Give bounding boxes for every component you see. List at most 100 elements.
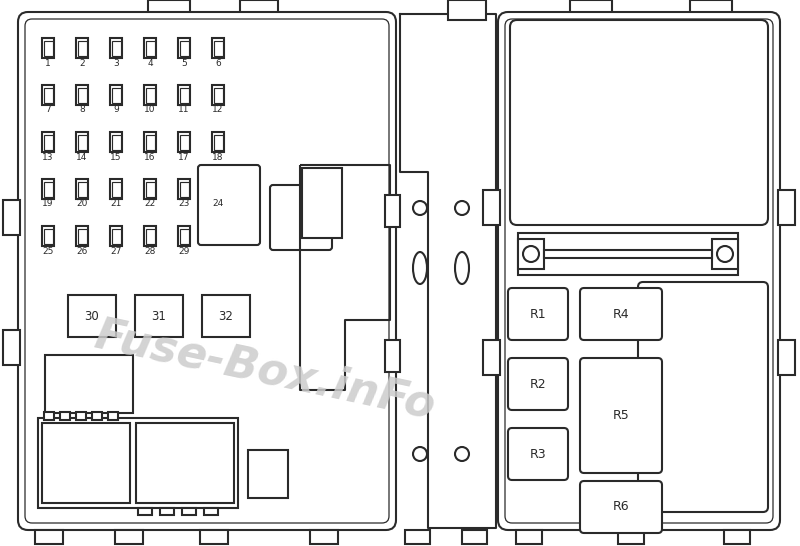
FancyBboxPatch shape (580, 288, 662, 340)
Bar (76, 179, 88, 199)
Bar (110, 226, 122, 246)
FancyBboxPatch shape (25, 19, 389, 523)
Bar (248, 450, 288, 498)
Bar (144, 38, 156, 58)
Bar (76, 412, 86, 420)
Bar (78, 181, 86, 197)
Bar (3, 330, 20, 365)
FancyBboxPatch shape (580, 481, 662, 533)
Bar (42, 226, 54, 246)
Text: R3: R3 (530, 448, 546, 460)
Bar (182, 508, 196, 515)
Bar (111, 134, 121, 150)
Bar (42, 132, 54, 152)
Text: 19: 19 (42, 199, 54, 209)
Text: 10: 10 (144, 105, 156, 115)
Bar (204, 508, 218, 515)
Bar (712, 239, 738, 269)
Bar (138, 508, 152, 515)
Bar (178, 226, 190, 246)
Bar (110, 85, 122, 105)
Bar (111, 181, 121, 197)
Text: 7: 7 (45, 105, 51, 115)
Bar (179, 40, 189, 56)
Bar (385, 340, 400, 372)
Text: 27: 27 (110, 246, 122, 256)
Bar (146, 181, 154, 197)
Circle shape (413, 201, 427, 215)
FancyBboxPatch shape (638, 282, 768, 512)
FancyBboxPatch shape (198, 165, 260, 245)
Bar (778, 190, 795, 225)
Bar (778, 340, 795, 375)
Bar (135, 295, 183, 337)
Circle shape (413, 447, 427, 461)
Bar (144, 226, 156, 246)
Text: 23: 23 (178, 199, 190, 209)
Text: 25: 25 (42, 246, 54, 256)
Text: R4: R4 (613, 307, 630, 321)
Text: 16: 16 (144, 152, 156, 162)
Bar (76, 38, 88, 58)
Text: 2: 2 (79, 58, 85, 68)
FancyBboxPatch shape (508, 358, 568, 410)
Bar (43, 40, 53, 56)
Bar (200, 530, 228, 544)
Bar (146, 134, 154, 150)
Bar (212, 85, 224, 105)
Text: 29: 29 (178, 246, 190, 256)
Bar (60, 412, 70, 420)
Bar (111, 87, 121, 103)
Text: 8: 8 (79, 105, 85, 115)
Bar (618, 530, 644, 544)
Bar (214, 87, 222, 103)
Bar (214, 40, 222, 56)
Bar (212, 179, 224, 199)
Text: 11: 11 (178, 105, 190, 115)
Text: 5: 5 (181, 58, 187, 68)
Bar (302, 168, 342, 238)
FancyBboxPatch shape (580, 358, 662, 473)
Bar (108, 412, 118, 420)
Bar (148, 0, 190, 20)
Bar (448, 0, 486, 20)
Bar (44, 412, 54, 420)
Bar (110, 132, 122, 152)
Bar (43, 134, 53, 150)
Bar (178, 132, 190, 152)
FancyBboxPatch shape (510, 20, 768, 225)
Text: 17: 17 (178, 152, 190, 162)
Bar (43, 181, 53, 197)
Bar (76, 226, 88, 246)
Bar (78, 134, 86, 150)
Bar (43, 228, 53, 244)
Bar (146, 228, 154, 244)
Bar (178, 179, 190, 199)
Bar (110, 179, 122, 199)
Bar (179, 228, 189, 244)
Bar (516, 530, 542, 544)
Text: 20: 20 (76, 199, 88, 209)
Bar (146, 87, 154, 103)
Bar (518, 233, 738, 275)
Bar (146, 40, 154, 56)
Bar (178, 38, 190, 58)
FancyBboxPatch shape (508, 428, 568, 480)
Text: R1: R1 (530, 307, 546, 321)
Text: 22: 22 (144, 199, 156, 209)
Bar (78, 228, 86, 244)
Circle shape (717, 246, 733, 262)
Bar (111, 228, 121, 244)
Bar (385, 195, 400, 227)
Bar (92, 412, 102, 420)
Text: 4: 4 (147, 58, 153, 68)
Bar (212, 132, 224, 152)
Text: 15: 15 (110, 152, 122, 162)
Bar (110, 38, 122, 58)
Text: R2: R2 (530, 377, 546, 390)
Bar (544, 250, 712, 258)
Text: R6: R6 (613, 501, 630, 513)
Text: 1: 1 (45, 58, 51, 68)
Bar (35, 530, 63, 544)
Bar (518, 239, 544, 269)
